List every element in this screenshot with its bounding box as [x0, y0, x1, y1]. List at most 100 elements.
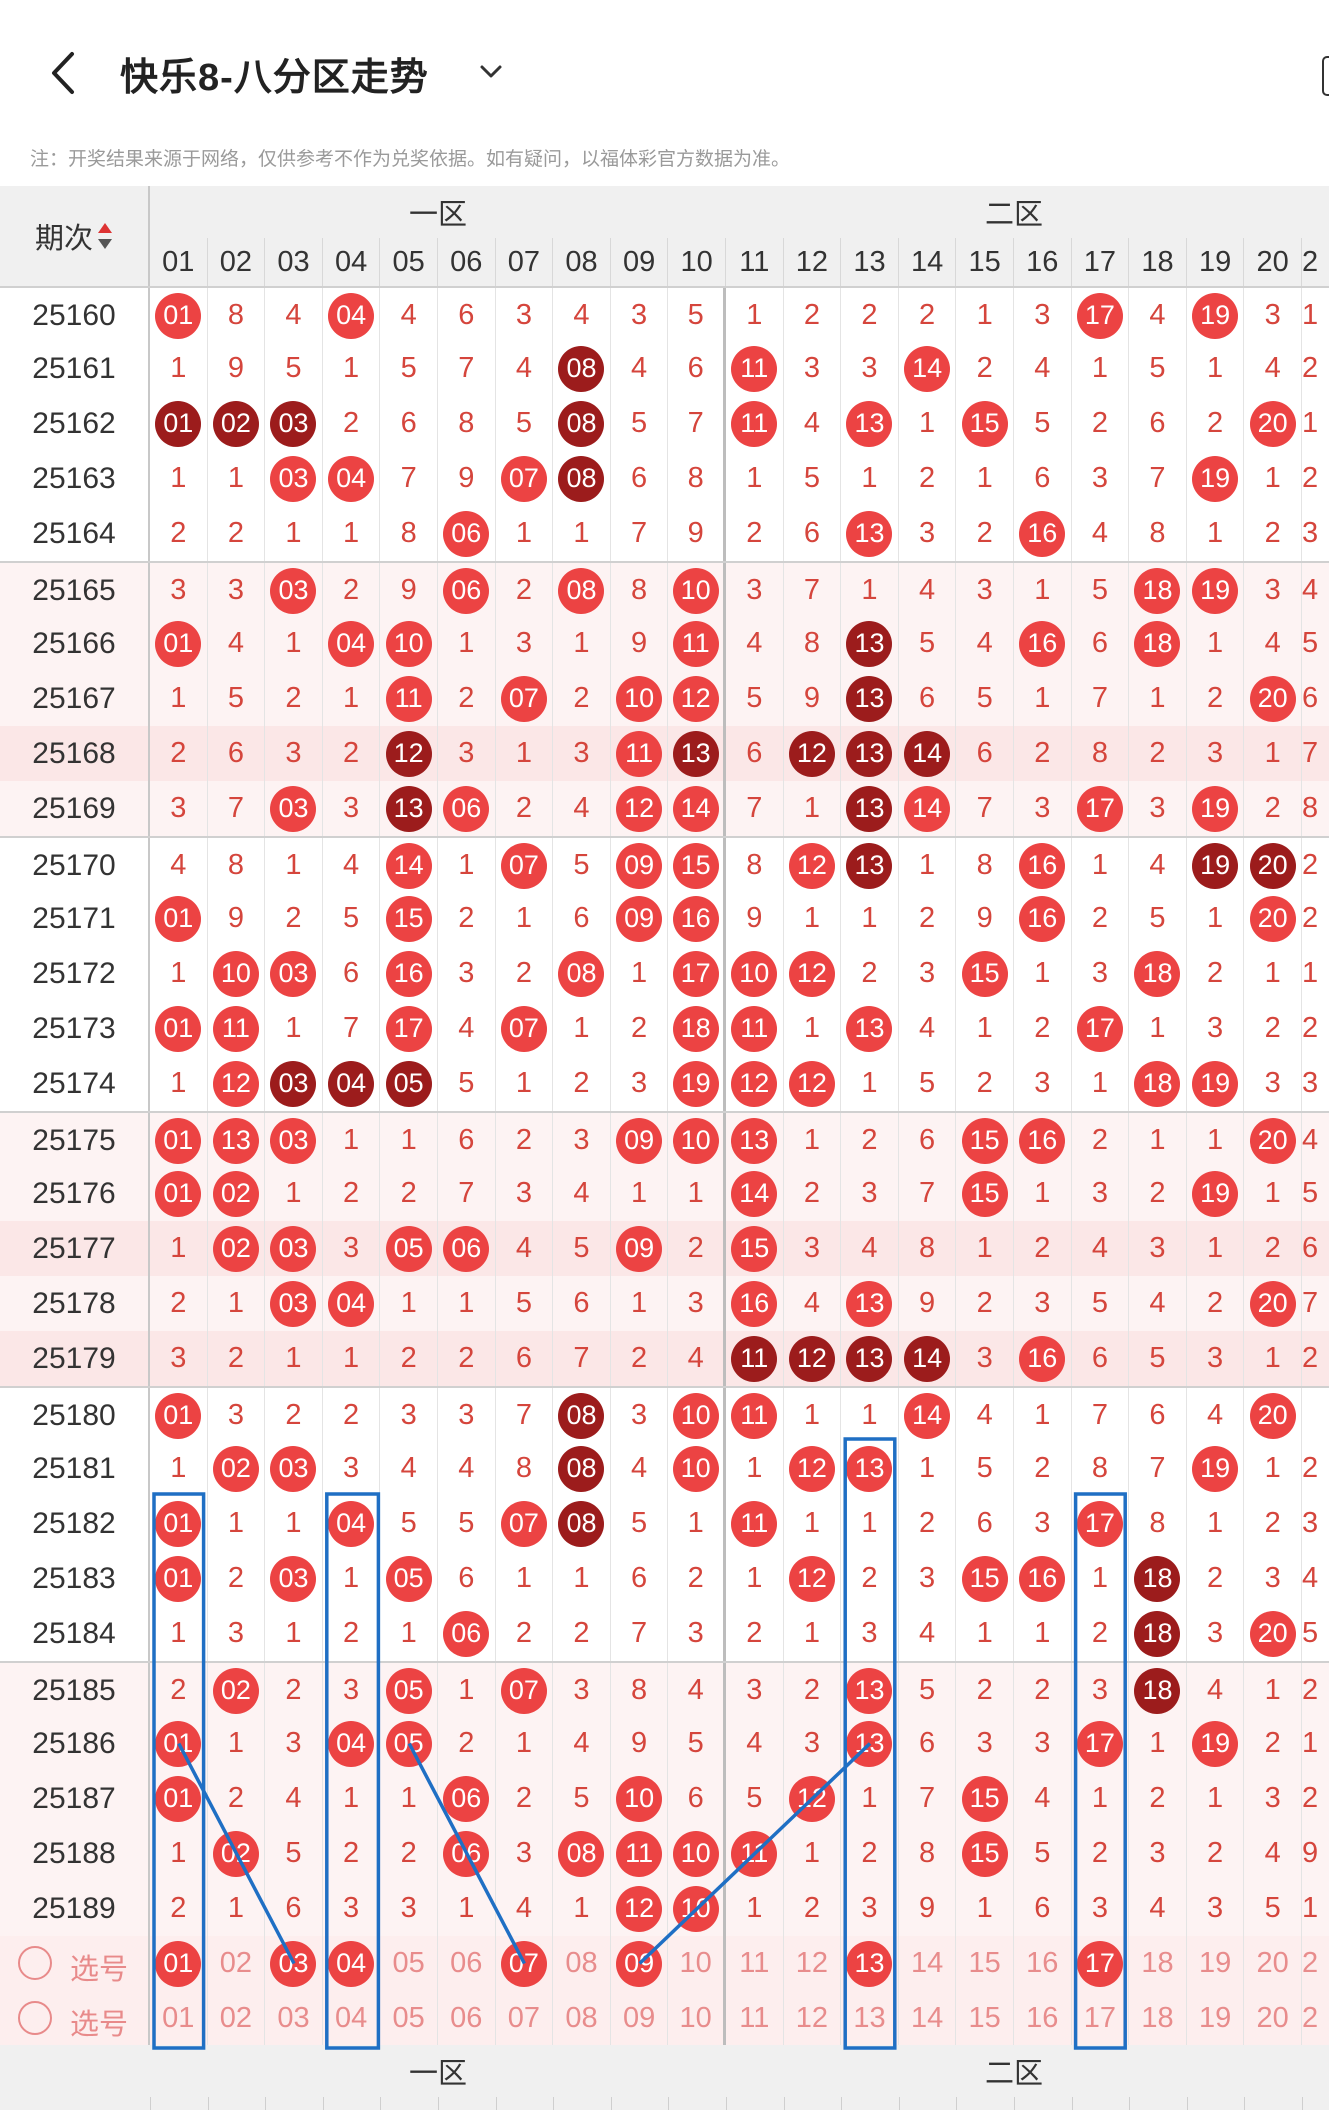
pick-number-cell[interactable]: 12 [784, 1991, 842, 2046]
trend-cell: 3 [1244, 288, 1302, 343]
partial-cell: 2 [1302, 1331, 1329, 1386]
trend-cell: 7 [726, 781, 784, 836]
trend-cell: 1 [668, 1496, 726, 1551]
drawn-number-ball: 04 [328, 620, 375, 667]
trend-cell: 7 [784, 563, 842, 618]
trend-cell: 4 [611, 341, 669, 396]
pick-number-cell[interactable]: 01 [150, 1936, 208, 1991]
trend-cell: 5 [1129, 341, 1187, 396]
pick-number-cell[interactable]: 18 [1129, 1991, 1187, 2046]
drawn-number-ball: 11 [731, 400, 778, 447]
selected-number-ball[interactable]: 01 [155, 1940, 202, 1987]
trend-cell: 20 [1244, 396, 1302, 451]
pick-number-cell[interactable]: 05 [380, 1991, 438, 2046]
pick-number-cell[interactable]: 01 [150, 1991, 208, 2046]
pick-number-cell[interactable]: 16 [1014, 1991, 1072, 2046]
pick-number-cell[interactable]: 03 [265, 1991, 323, 2046]
pick-number-cell[interactable]: 10 [668, 1991, 726, 2046]
drawn-number-ball: 11 [731, 1335, 778, 1382]
pick-number-cell[interactable]: 02 [208, 1936, 266, 1991]
pick-number-cell[interactable]: 14 [899, 1936, 957, 1991]
trend-cell: 15 [956, 396, 1014, 451]
partial-cell: 1 [1302, 946, 1329, 1001]
pick-number-cell[interactable]: 11 [726, 1936, 784, 1991]
pick-number-cell[interactable]: 02 [208, 1991, 266, 2046]
sort-icon[interactable] [97, 221, 113, 251]
trend-cell: 1 [380, 1771, 438, 1826]
pick-number-cell[interactable]: 15 [956, 1991, 1014, 2046]
trend-cell: 2 [1187, 1551, 1245, 1606]
chevron-down-icon[interactable] [478, 58, 504, 84]
pick-number-cell[interactable]: 03 [265, 1936, 323, 1991]
trend-cell: 1 [1244, 1441, 1302, 1496]
trend-cell: 3 [1244, 1056, 1302, 1111]
drawn-number-ball: 13 [846, 1667, 893, 1714]
pick-number-cell[interactable]: 07 [496, 1936, 554, 1991]
pick-number-cell[interactable]: 06 [438, 1936, 496, 1991]
selected-number-ball[interactable]: 03 [270, 1940, 317, 1987]
menu-icon[interactable] [1322, 56, 1329, 96]
trend-cell: 8 [496, 1441, 554, 1496]
drawn-number-ball: 08 [558, 1830, 605, 1877]
trend-cell: 6 [668, 1771, 726, 1826]
drawn-number-ball: 19 [1192, 292, 1239, 339]
trend-cell: 08 [553, 946, 611, 1001]
pick-number-cell[interactable]: 12 [784, 1936, 842, 1991]
trend-cell: 4 [1244, 1826, 1302, 1881]
pick-row-label: 选号 [70, 2009, 129, 2041]
trend-cell: 6 [668, 341, 726, 396]
pick-number-cell[interactable]: 13 [841, 1991, 899, 2046]
trend-cell: 2 [150, 1663, 208, 1718]
drawn-number-ball: 18 [672, 1005, 719, 1052]
pick-number-cell[interactable]: 19 [1187, 1936, 1245, 1991]
pick-number-cell[interactable]: 17 [1072, 1936, 1130, 1991]
trend-cell: 18 [1129, 616, 1187, 671]
trend-cell: 9 [899, 1276, 957, 1331]
pick-row-radio[interactable] [18, 2001, 52, 2035]
pick-number-cell[interactable]: 15 [956, 1936, 1014, 1991]
issue-number: 25175 [0, 1113, 150, 1168]
pick-number-cell[interactable]: 17 [1072, 1991, 1130, 2046]
selected-number-ball[interactable]: 13 [846, 1940, 893, 1987]
trend-cell: 10 [611, 671, 669, 726]
pick-number-cell[interactable]: 08 [553, 1936, 611, 1991]
issue-column-header[interactable]: 期次 [0, 186, 150, 286]
selected-number-ball[interactable]: 17 [1076, 1940, 1123, 1987]
footer-zone-label-1: 一区 [408, 2058, 467, 2090]
pick-number-cell[interactable]: 19 [1187, 1991, 1245, 2046]
pick-number-cell[interactable]: 06 [438, 1991, 496, 2046]
pick-number-cell[interactable]: 14 [899, 1991, 957, 2046]
pick-number-cell[interactable]: 05 [380, 1936, 438, 1991]
page-title[interactable]: 快乐8-八分区走势 [120, 57, 429, 99]
pick-number-cell[interactable]: 20 [1244, 1936, 1302, 1991]
pick-number-cell[interactable]: 13 [841, 1936, 899, 1991]
pick-number-cell[interactable]: 11 [726, 1991, 784, 2046]
pick-number-cell[interactable]: 20 [1244, 1991, 1302, 2046]
pick-number-cell[interactable]: 04 [323, 1991, 381, 2046]
trend-cell: 08 [553, 1496, 611, 1551]
pick-row-radio[interactable] [18, 1946, 52, 1980]
selected-number-ball[interactable]: 09 [616, 1940, 663, 1987]
trend-cell: 20 [1244, 1606, 1302, 1661]
trend-cell: 1 [784, 1496, 842, 1551]
trend-cell: 10 [611, 1771, 669, 1826]
table-row: 25184 1 3 1 2 1 06 2 2 7 3 2 1 3 4 1 1 2 18 3 20 5 [0, 1606, 1329, 1661]
selected-number-ball[interactable]: 07 [500, 1940, 547, 1987]
trend-cell: 8 [208, 288, 266, 343]
pick-number-cell[interactable]: 10 [668, 1936, 726, 1991]
pick-number-cell[interactable]: 07 [496, 1991, 554, 2046]
pick-number-cell[interactable]: 08 [553, 1991, 611, 2046]
trend-cell: 14 [899, 781, 957, 836]
trend-cell: 3 [496, 616, 554, 671]
pick-number-cell[interactable]: 09 [611, 1936, 669, 1991]
drawn-number-ball: 15 [385, 895, 432, 942]
trend-cell: 3 [841, 341, 899, 396]
pick-number-cell[interactable]: 18 [1129, 1936, 1187, 1991]
selected-number-ball[interactable]: 04 [328, 1940, 375, 1987]
pick-number-cell[interactable]: 16 [1014, 1936, 1072, 1991]
trend-cell: 04 [323, 451, 381, 506]
trend-cell: 15 [956, 946, 1014, 1001]
back-arrow-icon[interactable] [44, 48, 84, 98]
pick-number-cell[interactable]: 04 [323, 1936, 381, 1991]
pick-number-cell[interactable]: 09 [611, 1991, 669, 2046]
